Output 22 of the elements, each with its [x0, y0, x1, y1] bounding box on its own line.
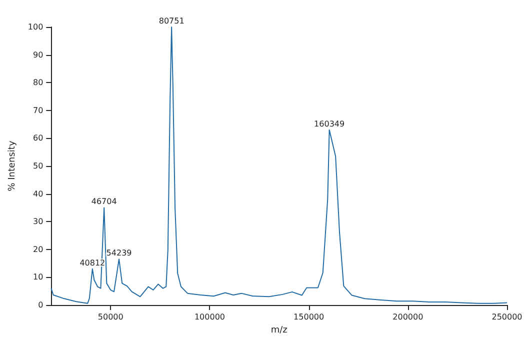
x-tick-label: 150000: [294, 312, 324, 322]
x-tick-label: 100000: [194, 312, 225, 322]
y-tick-label: 80: [32, 78, 44, 88]
annotation: 80751: [158, 16, 184, 26]
y-tick-label: 90: [32, 50, 44, 60]
y-tick-label: 70: [32, 106, 44, 115]
y-tick-label: 30: [32, 217, 44, 226]
y-tick-label: 10: [32, 272, 44, 282]
y-tick-label: 50: [32, 162, 44, 170]
annotation: 54239: [106, 248, 132, 258]
x-tick-label: 50000: [98, 312, 124, 322]
annotation: 46704: [91, 197, 117, 206]
y-tick-label: 60: [32, 134, 44, 143]
x-tick-label: 200000: [392, 312, 424, 322]
y-tick-label: 40: [32, 189, 44, 198]
y-tick-label: 0: [38, 300, 44, 310]
y-tick-label: 100: [28, 22, 44, 32]
x-axis-title: m/z: [270, 325, 288, 336]
x-tick-label: 250000: [492, 312, 522, 322]
annotation: 160349: [314, 119, 345, 128]
y-tick-label: 20: [32, 244, 44, 254]
y-axis-title: % Intensity: [8, 140, 18, 192]
